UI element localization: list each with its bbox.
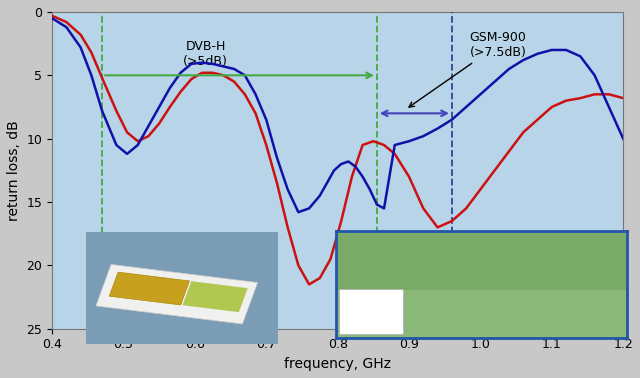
simulated result bbox=[477, 187, 484, 192]
simulated result bbox=[284, 225, 291, 230]
simulated result bbox=[434, 225, 442, 230]
simulated result bbox=[63, 20, 70, 24]
Legend: simulated result, measured result: simulated result, measured result bbox=[467, 275, 612, 316]
Text: GSM-900
(>7.5dB): GSM-900 (>7.5dB) bbox=[409, 31, 527, 107]
measured result bbox=[434, 126, 442, 131]
simulated result bbox=[448, 219, 456, 223]
simulated result bbox=[134, 139, 141, 144]
simulated result bbox=[405, 174, 413, 179]
simulated result bbox=[198, 71, 206, 75]
simulated result bbox=[305, 282, 313, 287]
simulated result bbox=[337, 219, 345, 223]
simulated result bbox=[113, 108, 120, 113]
simulated result bbox=[348, 174, 356, 179]
simulated result bbox=[620, 96, 627, 101]
measured result bbox=[220, 64, 227, 69]
FancyBboxPatch shape bbox=[182, 281, 248, 312]
simulated result bbox=[145, 134, 152, 138]
measured result bbox=[177, 71, 184, 75]
simulated result bbox=[188, 77, 195, 81]
simulated result bbox=[391, 152, 399, 156]
measured result bbox=[48, 16, 56, 20]
simulated result bbox=[294, 263, 302, 268]
simulated result bbox=[273, 181, 281, 185]
FancyBboxPatch shape bbox=[109, 272, 189, 305]
simulated result bbox=[166, 105, 173, 109]
simulated result bbox=[48, 14, 56, 18]
simulated result bbox=[548, 105, 556, 109]
simulated result bbox=[605, 92, 612, 97]
FancyBboxPatch shape bbox=[96, 265, 257, 324]
FancyBboxPatch shape bbox=[339, 289, 403, 334]
simulated result bbox=[156, 121, 163, 126]
Line: simulated result: simulated result bbox=[52, 16, 623, 284]
simulated result bbox=[380, 143, 388, 147]
simulated result bbox=[88, 50, 95, 55]
simulated result bbox=[520, 130, 527, 135]
simulated result bbox=[98, 76, 106, 80]
simulated result bbox=[359, 143, 367, 147]
Text: DVB-H
(>5dB): DVB-H (>5dB) bbox=[183, 40, 228, 68]
simulated result bbox=[462, 206, 470, 211]
FancyBboxPatch shape bbox=[336, 231, 627, 290]
simulated result bbox=[241, 92, 249, 97]
simulated result bbox=[124, 130, 131, 135]
simulated result bbox=[369, 139, 377, 144]
Y-axis label: return loss, dB: return loss, dB bbox=[7, 120, 21, 221]
simulated result bbox=[534, 118, 541, 122]
simulated result bbox=[77, 33, 84, 37]
measured result bbox=[391, 143, 399, 147]
simulated result bbox=[262, 143, 270, 147]
simulated result bbox=[419, 206, 427, 211]
simulated result bbox=[562, 98, 570, 103]
simulated result bbox=[491, 168, 499, 173]
simulated result bbox=[252, 111, 259, 116]
Line: measured result: measured result bbox=[52, 18, 623, 212]
measured result bbox=[294, 210, 302, 214]
simulated result bbox=[591, 92, 598, 97]
measured result bbox=[605, 105, 612, 109]
simulated result bbox=[230, 79, 238, 84]
simulated result bbox=[177, 90, 184, 94]
measured result bbox=[230, 67, 238, 71]
simulated result bbox=[209, 71, 216, 75]
measured result bbox=[620, 136, 627, 141]
X-axis label: frequency, GHz: frequency, GHz bbox=[284, 357, 391, 371]
simulated result bbox=[316, 276, 324, 280]
simulated result bbox=[326, 257, 334, 261]
simulated result bbox=[220, 73, 227, 77]
simulated result bbox=[577, 96, 584, 101]
simulated result bbox=[505, 149, 513, 153]
